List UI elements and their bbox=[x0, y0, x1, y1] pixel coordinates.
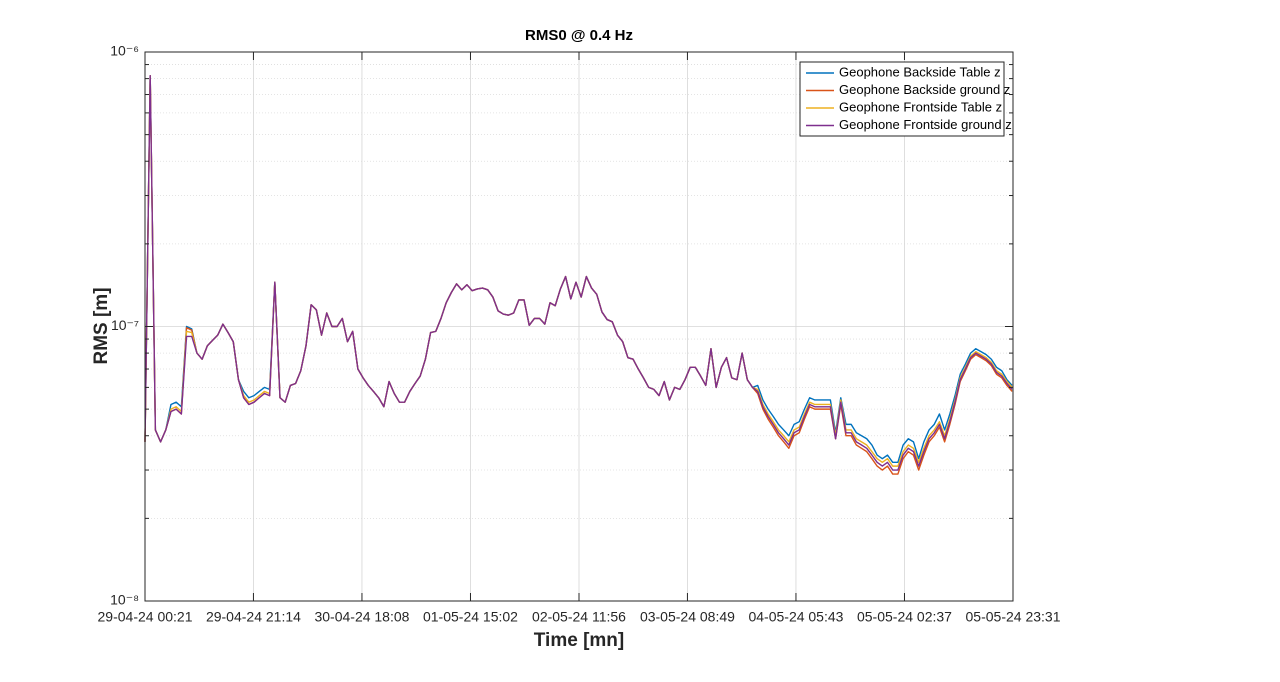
legend-label: Geophone Backside Table z bbox=[839, 64, 1001, 79]
chart-title: RMS0 @ 0.4 Hz bbox=[525, 27, 633, 44]
x-tick-label: 02-05-24 11:56 bbox=[532, 609, 626, 625]
series-line bbox=[144, 74, 1013, 471]
legend-box bbox=[799, 61, 1005, 137]
legend-label: Geophone Backside ground z bbox=[839, 82, 1010, 97]
y-axis-label: RMS [m] bbox=[91, 287, 112, 364]
legend: Geophone Backside Table z Geophone Backsi… bbox=[799, 61, 1012, 137]
legend-label: Geophone Frontside Table z bbox=[839, 99, 1002, 114]
y-tick-label: 10⁻⁸ bbox=[110, 592, 139, 608]
x-axis-label: Time [mn] bbox=[534, 630, 624, 651]
x-tick-label: 30-04-24 18:08 bbox=[314, 609, 409, 625]
lines bbox=[144, 74, 1013, 475]
x-tick-label: 01-05-24 15:02 bbox=[423, 609, 518, 625]
x-tick-label: 03-05-24 08:49 bbox=[640, 609, 735, 625]
x-tick-label: 04-05-24 05:43 bbox=[748, 609, 843, 625]
y-tick-label: 10⁻⁷ bbox=[111, 317, 139, 333]
x-tick-label: 05-05-24 23:31 bbox=[966, 609, 1061, 625]
y-tick-label: 10⁻⁶ bbox=[110, 43, 139, 59]
legend-label: Geophone Frontside ground z bbox=[839, 117, 1012, 132]
ticks: 10⁻⁸ 10⁻⁷ 10⁻⁶ 29-04-24 00:21 29-04-24 21:14… bbox=[98, 43, 1061, 625]
x-tick-label: 29-04-24 00:21 bbox=[98, 609, 193, 625]
x-tick-label: 05-05-24 02:37 bbox=[857, 609, 952, 625]
x-tick-label: 29-04-24 21:14 bbox=[206, 609, 301, 625]
